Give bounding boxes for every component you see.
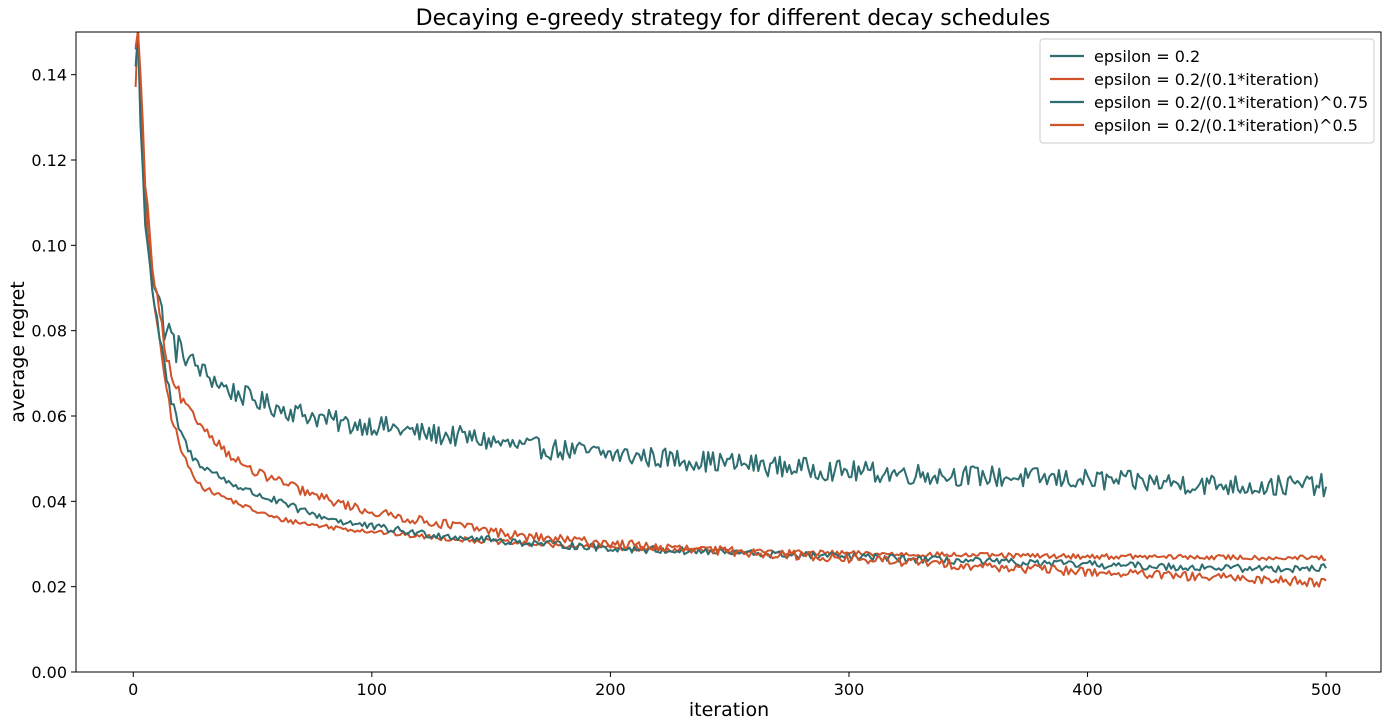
x-tick-label: 400	[1072, 680, 1103, 699]
y-tick-label: 0.06	[31, 407, 67, 426]
series-line-4	[134, 32, 1327, 588]
x-tick-label: 300	[834, 680, 865, 699]
plot-area: 0 100 200 300 400 500 0.00 0.02 0.04 0.06 0.08 0.1…	[31, 31, 1382, 699]
y-tick-label: 0.08	[31, 322, 67, 341]
x-axis: 0 100 200 300 400 500	[128, 672, 1341, 699]
series-line-2	[134, 32, 1327, 562]
x-tick-label: 100	[357, 680, 388, 699]
y-tick-label: 0.14	[31, 66, 67, 85]
plot-frame	[75, 31, 1382, 673]
series-line-3	[134, 32, 1327, 574]
legend-label: epsilon = 0.2/(0.1*iteration)^0.75	[1094, 93, 1368, 112]
x-axis-label: iteration	[689, 699, 769, 721]
x-tick-label: 200	[595, 680, 626, 699]
x-tick-label: 0	[128, 680, 138, 699]
y-axis: 0.00 0.02 0.04 0.06 0.08 0.10 0.12 0.14	[31, 66, 76, 682]
y-tick-label: 0.12	[31, 151, 67, 170]
y-tick-label: 0.00	[31, 663, 67, 682]
legend-label: epsilon = 0.2	[1094, 47, 1200, 66]
chart-title: Decaying e-greedy strategy for different…	[416, 6, 1051, 31]
x-tick-label: 500	[1311, 680, 1342, 699]
y-tick-label: 0.04	[31, 492, 67, 511]
y-axis-label: average regret	[7, 281, 29, 423]
y-tick-label: 0.02	[31, 578, 67, 597]
series-line-1	[134, 33, 1328, 498]
legend-label: epsilon = 0.2/(0.1*iteration)^0.5	[1094, 116, 1358, 135]
series-layer	[134, 32, 1328, 588]
legend-box	[1039, 38, 1375, 144]
legend-label: epsilon = 0.2/(0.1*iteration)	[1094, 70, 1319, 89]
legend: epsilon = 0.2 epsilon = 0.2/(0.1*iteratio…	[1039, 38, 1375, 144]
y-tick-label: 0.10	[31, 236, 67, 255]
